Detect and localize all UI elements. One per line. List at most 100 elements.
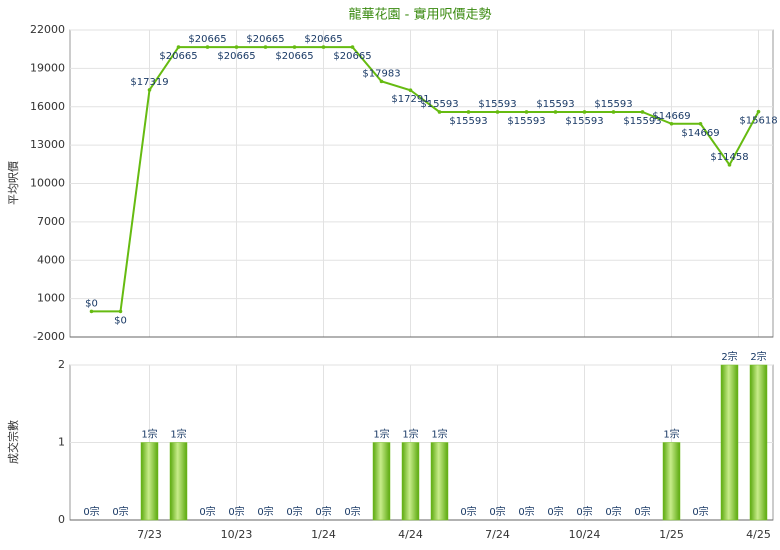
value-label: $15593 bbox=[565, 116, 603, 127]
value-label: $17319 bbox=[130, 77, 168, 88]
value-label: 0宗 bbox=[692, 505, 708, 518]
y-tick-label: 7000 bbox=[37, 215, 65, 228]
x-tick-label: 1/24 bbox=[311, 528, 336, 541]
x-tick-label: 4/25 bbox=[746, 528, 771, 541]
point bbox=[495, 110, 500, 114]
value-label: $20665 bbox=[275, 51, 313, 62]
value-label: 1宗 bbox=[431, 428, 447, 441]
value-label: 0宗 bbox=[286, 505, 302, 518]
y-tick-label: 16000 bbox=[30, 100, 65, 113]
y-tick-label: 13000 bbox=[30, 138, 65, 151]
chart-title: 龍華花園 - 實用呎價走勢 bbox=[349, 7, 492, 23]
bar bbox=[140, 442, 159, 521]
value-label: 1宗 bbox=[170, 428, 186, 441]
point bbox=[640, 110, 645, 114]
bar bbox=[720, 364, 739, 521]
value-label: $20665 bbox=[217, 51, 255, 62]
point bbox=[205, 45, 210, 49]
value-label: $14669 bbox=[652, 111, 690, 122]
bar bbox=[372, 442, 391, 521]
value-label: $14669 bbox=[681, 128, 719, 139]
point bbox=[408, 88, 413, 93]
point bbox=[553, 110, 558, 114]
point bbox=[727, 163, 732, 167]
point bbox=[263, 45, 268, 49]
value-label: 0宗 bbox=[199, 505, 215, 518]
y-tick-label: 2 bbox=[58, 358, 65, 371]
value-label: 0宗 bbox=[228, 505, 244, 518]
price-line bbox=[91, 46, 760, 313]
point bbox=[89, 309, 94, 314]
value-label: 1宗 bbox=[141, 428, 157, 441]
value-label: $20665 bbox=[159, 51, 197, 62]
bar bbox=[662, 442, 681, 521]
value-label: 0宗 bbox=[547, 505, 563, 518]
value-label: $0 bbox=[114, 315, 127, 326]
value-label: $0 bbox=[85, 298, 98, 309]
value-label: 0宗 bbox=[257, 505, 273, 518]
value-label: $15593 bbox=[449, 116, 487, 127]
value-label: $20665 bbox=[188, 34, 226, 45]
point bbox=[350, 45, 355, 49]
point bbox=[756, 109, 761, 114]
value-label: $20665 bbox=[304, 34, 342, 45]
value-label: 2宗 bbox=[721, 350, 737, 363]
bar bbox=[169, 442, 188, 521]
point bbox=[466, 110, 471, 114]
x-tick-label: 7/23 bbox=[137, 528, 162, 541]
value-label: 1宗 bbox=[373, 428, 389, 441]
value-label: $15593 bbox=[420, 99, 458, 110]
point bbox=[698, 121, 703, 126]
value-label: $15593 bbox=[536, 99, 574, 110]
value-label: 0宗 bbox=[605, 505, 621, 518]
point bbox=[118, 309, 123, 314]
y-tick-label: 1000 bbox=[37, 292, 65, 305]
y-tick-label: 10000 bbox=[30, 177, 65, 190]
value-label: 0宗 bbox=[634, 505, 650, 518]
y-tick-label: 0 bbox=[58, 513, 65, 526]
value-label: $11458 bbox=[710, 152, 748, 163]
y-tick-label: 22000 bbox=[30, 23, 65, 36]
y-axis-label: 平均呎價 bbox=[6, 161, 20, 205]
value-label: 0宗 bbox=[344, 505, 360, 518]
y-axis-label: 成交宗數 bbox=[6, 420, 20, 464]
y-tick-label: -2000 bbox=[33, 330, 65, 343]
point bbox=[524, 110, 529, 114]
point bbox=[176, 45, 181, 49]
value-label: 0宗 bbox=[112, 505, 128, 518]
point bbox=[321, 45, 326, 49]
y-tick-label: 4000 bbox=[37, 253, 65, 266]
value-label: 0宗 bbox=[460, 505, 476, 518]
value-label: $20665 bbox=[333, 51, 371, 62]
x-tick-label: 10/24 bbox=[569, 528, 601, 541]
x-tick-label: 7/24 bbox=[485, 528, 510, 541]
y-tick-label: 19000 bbox=[30, 61, 65, 74]
value-label: $17983 bbox=[362, 68, 400, 79]
value-label: 1宗 bbox=[663, 428, 679, 441]
x-tick-label: 1/25 bbox=[659, 528, 684, 541]
value-label: 0宗 bbox=[489, 505, 505, 518]
point bbox=[379, 79, 384, 84]
value-label: $15593 bbox=[507, 116, 545, 127]
bar bbox=[749, 364, 768, 521]
x-tick-label: 4/24 bbox=[398, 528, 423, 541]
value-label: $15593 bbox=[594, 99, 632, 110]
value-label: $15593 bbox=[623, 116, 661, 127]
point bbox=[147, 88, 152, 92]
point bbox=[292, 45, 297, 49]
bar bbox=[401, 442, 420, 521]
value-label: 0宗 bbox=[576, 505, 592, 518]
value-label: 0宗 bbox=[83, 505, 99, 518]
value-label: 2宗 bbox=[750, 350, 766, 363]
point bbox=[669, 121, 674, 126]
x-tick-label: 10/23 bbox=[221, 528, 253, 541]
bar bbox=[430, 442, 449, 521]
value-label: $15618 bbox=[739, 116, 777, 127]
value-label: 0宗 bbox=[518, 505, 534, 518]
value-label: $20665 bbox=[246, 34, 284, 45]
point bbox=[582, 110, 587, 114]
value-label: $15593 bbox=[478, 99, 516, 110]
point bbox=[611, 110, 616, 114]
value-label: 0宗 bbox=[315, 505, 331, 518]
